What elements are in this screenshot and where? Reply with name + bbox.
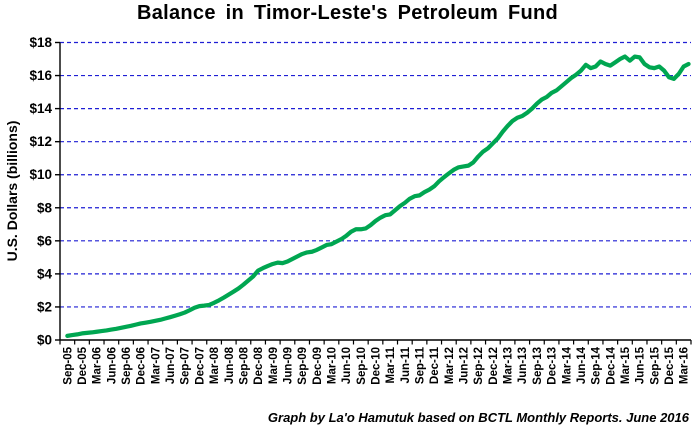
x-tick-label: Sep-15 (649, 346, 661, 384)
x-tick-label: Mar-07 (150, 347, 162, 384)
x-tick-label: Jun-14 (576, 346, 588, 384)
x-tick-label: Mar-13 (503, 347, 515, 384)
x-tick-label: Mar-10 (326, 347, 338, 384)
source-caption: Graph by La'o Hamutuk based on BCTL Mont… (267, 410, 689, 425)
x-tick-label: Sep-05 (62, 346, 74, 384)
x-ticks (59, 340, 692, 345)
x-tick-label: Jun-15 (635, 346, 647, 384)
chart-title: Balance in Timor-Leste's Petroleum Fund (136, 2, 559, 24)
x-tick-label: Jun-10 (341, 347, 353, 384)
x-tick-label: Dec-12 (488, 347, 500, 385)
balance-line (65, 54, 691, 338)
x-tick-label: Mar-09 (268, 347, 280, 384)
y-tick-label: $12 (29, 134, 52, 149)
y-tick-label: $2 (37, 299, 52, 314)
y-tick-label: $10 (29, 167, 52, 182)
y-axis-labels: $0 $2 $4 $6 $8 $10 $12 $14 $16 $18 (29, 35, 60, 348)
x-tick-label: Dec-15 (664, 346, 676, 384)
x-tick-label: Sep-11 (415, 346, 427, 384)
x-tick-label: Mar-14 (561, 346, 573, 384)
x-tick-label: Mar-16 (679, 347, 691, 384)
x-tick-label: Jun-09 (282, 347, 294, 384)
x-tick-label: Dec-05 (77, 346, 89, 384)
x-tick-label: Jun-08 (224, 346, 236, 384)
x-tick-label: Dec-13 (547, 347, 559, 385)
x-tick-label: Mar-06 (92, 347, 104, 384)
x-tick-label: Mar-15 (620, 346, 632, 384)
x-tick-label: Sep-07 (180, 347, 192, 385)
x-tick-label: Sep-10 (356, 347, 368, 385)
x-tick-label: Dec-10 (371, 347, 383, 385)
axes (59, 42, 691, 341)
x-tick-label: Dec-14 (605, 346, 617, 384)
x-tick-label: Mar-12 (444, 347, 456, 384)
y-tick-label: $14 (29, 101, 52, 116)
x-tick-label: Jun-06 (106, 347, 118, 384)
y-tick-label: $4 (37, 266, 53, 281)
x-tick-label: Mar-08 (209, 346, 221, 384)
y-tick-label: $8 (37, 200, 53, 215)
x-tick-label: Jun-12 (459, 347, 471, 384)
y-tick-label: $6 (37, 233, 53, 248)
x-tick-label: Jun-11 (400, 346, 412, 383)
x-tick-label: Sep-13 (532, 347, 544, 385)
x-tick-label: Sep-09 (297, 347, 309, 385)
x-tick-label: Sep-08 (238, 346, 250, 384)
x-tick-label: Dec-11 (429, 346, 441, 384)
x-tick-label: Jun-13 (517, 347, 529, 384)
x-tick-label: Dec-08 (253, 346, 265, 384)
x-axis-labels: Sep-05 Dec-05 Mar-06 Jun-06 Sep-06 Dec-06 Mar-… (62, 346, 690, 384)
x-tick-label: Sep-12 (473, 347, 485, 385)
x-tick-label: Mar-11 (385, 346, 397, 383)
y-tick-label: $0 (37, 333, 52, 348)
y-tick-label: $18 (29, 35, 52, 50)
x-tick-label: Sep-06 (121, 347, 133, 385)
x-tick-label: Sep-14 (591, 346, 603, 384)
y-tick-label: $16 (29, 68, 52, 83)
x-tick-label: Dec-09 (312, 347, 324, 385)
x-tick-label: Dec-07 (194, 347, 206, 385)
x-tick-label: Jun-07 (165, 347, 177, 384)
x-tick-label: Dec-06 (136, 347, 148, 385)
y-gridlines (60, 41, 691, 308)
